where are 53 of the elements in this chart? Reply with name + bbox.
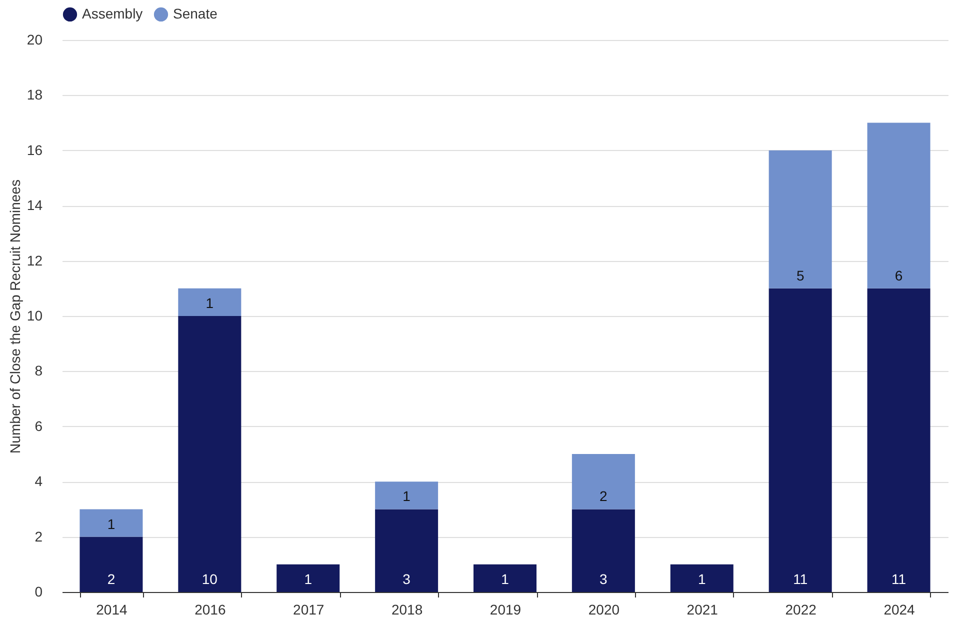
y-tick-label: 6 <box>34 418 43 434</box>
x-tick-label: 2018 <box>391 602 423 618</box>
data-label: 1 <box>402 488 411 504</box>
y-tick-label: 20 <box>26 32 43 48</box>
data-label: 5 <box>796 267 804 284</box>
data-label: 10 <box>202 571 218 587</box>
data-label: 1 <box>698 571 706 587</box>
bar <box>80 509 143 537</box>
y-tick-label: 16 <box>26 142 43 158</box>
data-label: 1 <box>107 516 116 532</box>
y-axis-title: Number of Close the Gap Recruit Nominees <box>6 180 23 454</box>
data-label: 11 <box>892 571 906 587</box>
x-tick-label: 2019 <box>490 602 522 618</box>
x-tick-label: 2024 <box>884 602 916 618</box>
x-tick-label: 2022 <box>785 602 817 618</box>
data-label: 2 <box>600 488 608 504</box>
bar <box>572 454 635 510</box>
data-label: 6 <box>894 267 903 284</box>
bar <box>276 564 340 592</box>
x-tick-label: 2021 <box>686 602 718 618</box>
bar <box>178 316 242 592</box>
legend-label: Assembly <box>82 5 143 22</box>
bar <box>375 482 438 510</box>
bar <box>572 509 635 592</box>
x-tick-label: 2017 <box>293 602 324 618</box>
data-label: 3 <box>402 571 411 587</box>
bar <box>768 288 832 592</box>
x-tick-label: 2016 <box>194 602 226 618</box>
bar <box>867 288 930 592</box>
data-label: 1 <box>304 571 312 587</box>
data-label: 1 <box>501 571 510 587</box>
bar <box>178 288 242 316</box>
y-tick-label: 0 <box>34 584 43 600</box>
legend-label: Senate <box>173 5 218 22</box>
bar <box>474 564 536 592</box>
data-label: 2 <box>107 571 116 587</box>
x-tick-label: 2020 <box>588 602 620 618</box>
y-tick-label: 18 <box>26 86 43 103</box>
data-label: 1 <box>206 295 214 311</box>
data-label: 3 <box>600 571 608 587</box>
x-tick-label: 2014 <box>96 602 128 618</box>
bar <box>375 509 438 592</box>
data-label: 11 <box>793 571 808 587</box>
y-tick-label: 8 <box>34 362 43 379</box>
y-tick-label: 10 <box>26 308 43 324</box>
y-tick-label: 12 <box>26 252 43 268</box>
y-tick-label: 2 <box>34 528 43 544</box>
y-tick-label: 14 <box>26 197 43 214</box>
bar <box>867 122 930 288</box>
bar <box>80 536 143 592</box>
bar <box>670 564 734 592</box>
y-tick-label: 4 <box>34 473 43 490</box>
bar <box>768 150 832 288</box>
